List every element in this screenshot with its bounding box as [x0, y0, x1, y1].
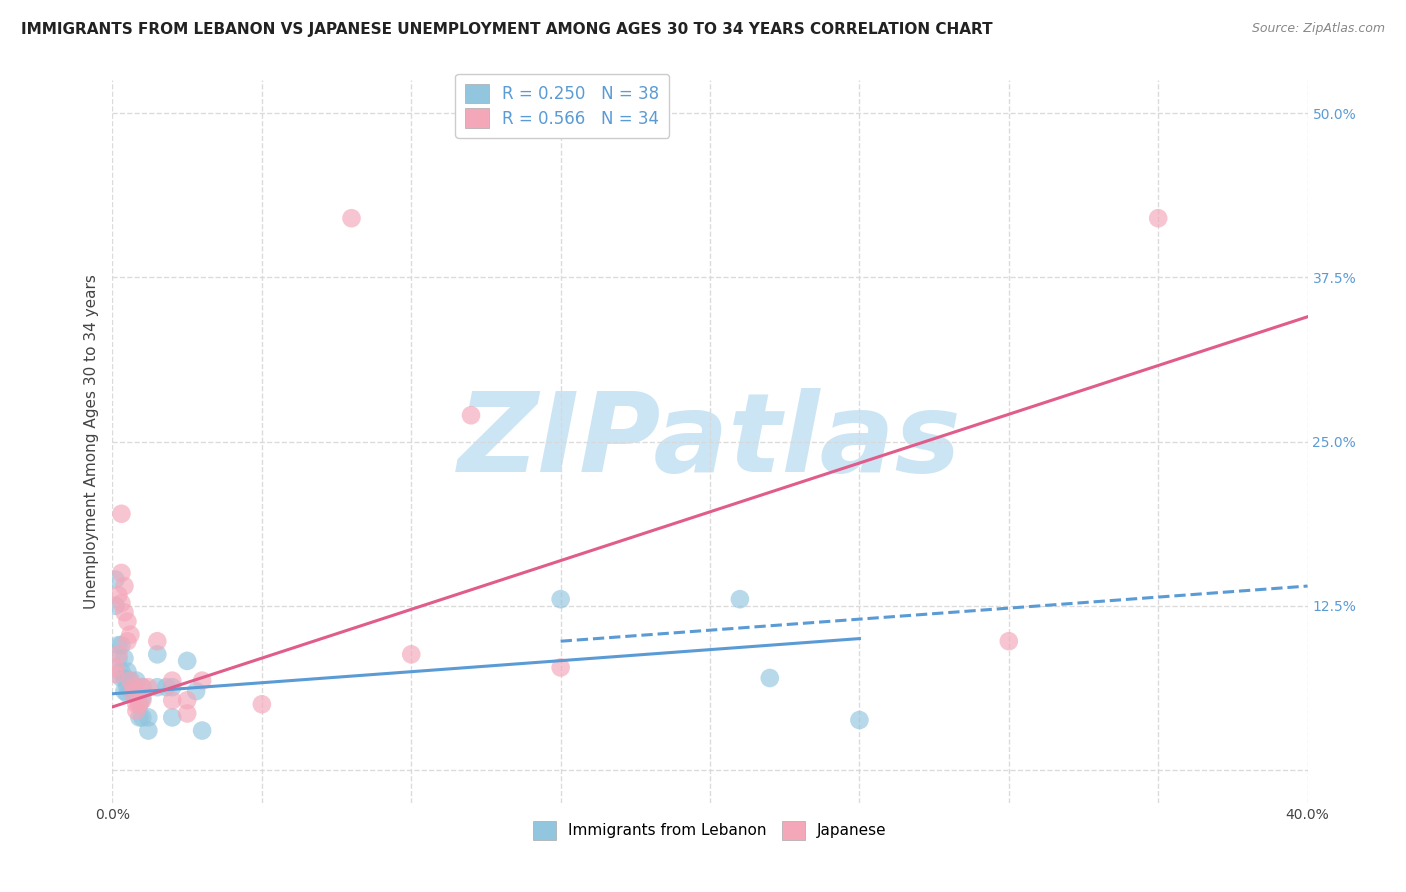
Point: [110, 566, 132, 580]
Point: [998, 634, 1021, 648]
Point: [114, 684, 135, 698]
Point: [340, 211, 363, 226]
Point: [759, 671, 782, 685]
Point: [146, 680, 169, 694]
Legend: Immigrants from Lebanon, Japanese: Immigrants from Lebanon, Japanese: [527, 815, 893, 846]
Point: [110, 507, 132, 521]
Point: [128, 710, 150, 724]
Point: [125, 687, 148, 701]
Point: [114, 579, 135, 593]
Point: [460, 409, 482, 423]
Point: [107, 588, 129, 602]
Point: [122, 687, 145, 701]
Point: [125, 704, 148, 718]
Point: [107, 648, 129, 662]
Point: [162, 680, 183, 694]
Text: IMMIGRANTS FROM LEBANON VS JAPANESE UNEMPLOYMENT AMONG AGES 30 TO 34 YEARS CORRE: IMMIGRANTS FROM LEBANON VS JAPANESE UNEM…: [21, 22, 993, 37]
Point: [122, 680, 145, 694]
Point: [114, 605, 135, 619]
Point: [146, 648, 169, 662]
Point: [117, 634, 139, 648]
Point: [120, 673, 142, 688]
Point: [114, 651, 135, 665]
Point: [117, 680, 139, 694]
Point: [110, 665, 132, 679]
Point: [120, 680, 142, 694]
Point: [131, 710, 153, 724]
Point: [138, 710, 160, 724]
Point: [176, 693, 198, 707]
Point: [125, 673, 148, 688]
Point: [191, 673, 214, 688]
Text: Source: ZipAtlas.com: Source: ZipAtlas.com: [1251, 22, 1385, 36]
Point: [117, 665, 139, 679]
Point: [104, 660, 127, 674]
Point: [117, 615, 139, 629]
Point: [104, 599, 127, 613]
Point: [550, 592, 572, 607]
Point: [131, 690, 153, 705]
Point: [114, 671, 135, 685]
Point: [107, 651, 129, 665]
Point: [848, 713, 870, 727]
Point: [131, 680, 153, 694]
Point: [138, 680, 160, 694]
Point: [107, 638, 129, 652]
Y-axis label: Unemployment Among Ages 30 to 34 years: Unemployment Among Ages 30 to 34 years: [83, 274, 98, 609]
Point: [128, 698, 150, 712]
Point: [191, 723, 214, 738]
Point: [125, 698, 148, 712]
Point: [176, 706, 198, 721]
Point: [117, 687, 139, 701]
Point: [131, 693, 153, 707]
Point: [138, 723, 160, 738]
Point: [122, 687, 145, 701]
Point: [162, 693, 183, 707]
Point: [1147, 211, 1170, 226]
Point: [186, 684, 208, 698]
Point: [104, 667, 127, 681]
Point: [728, 592, 751, 607]
Point: [120, 627, 142, 641]
Point: [110, 638, 132, 652]
Point: [550, 660, 572, 674]
Point: [401, 648, 423, 662]
Point: [131, 680, 153, 694]
Point: [104, 573, 127, 587]
Point: [120, 673, 142, 688]
Point: [128, 698, 150, 712]
Point: [250, 698, 273, 712]
Point: [110, 596, 132, 610]
Point: [162, 673, 183, 688]
Text: ZIPatlas: ZIPatlas: [458, 388, 962, 495]
Point: [155, 680, 177, 694]
Point: [146, 634, 169, 648]
Point: [176, 654, 198, 668]
Point: [110, 671, 132, 685]
Point: [122, 680, 145, 694]
Point: [162, 710, 183, 724]
